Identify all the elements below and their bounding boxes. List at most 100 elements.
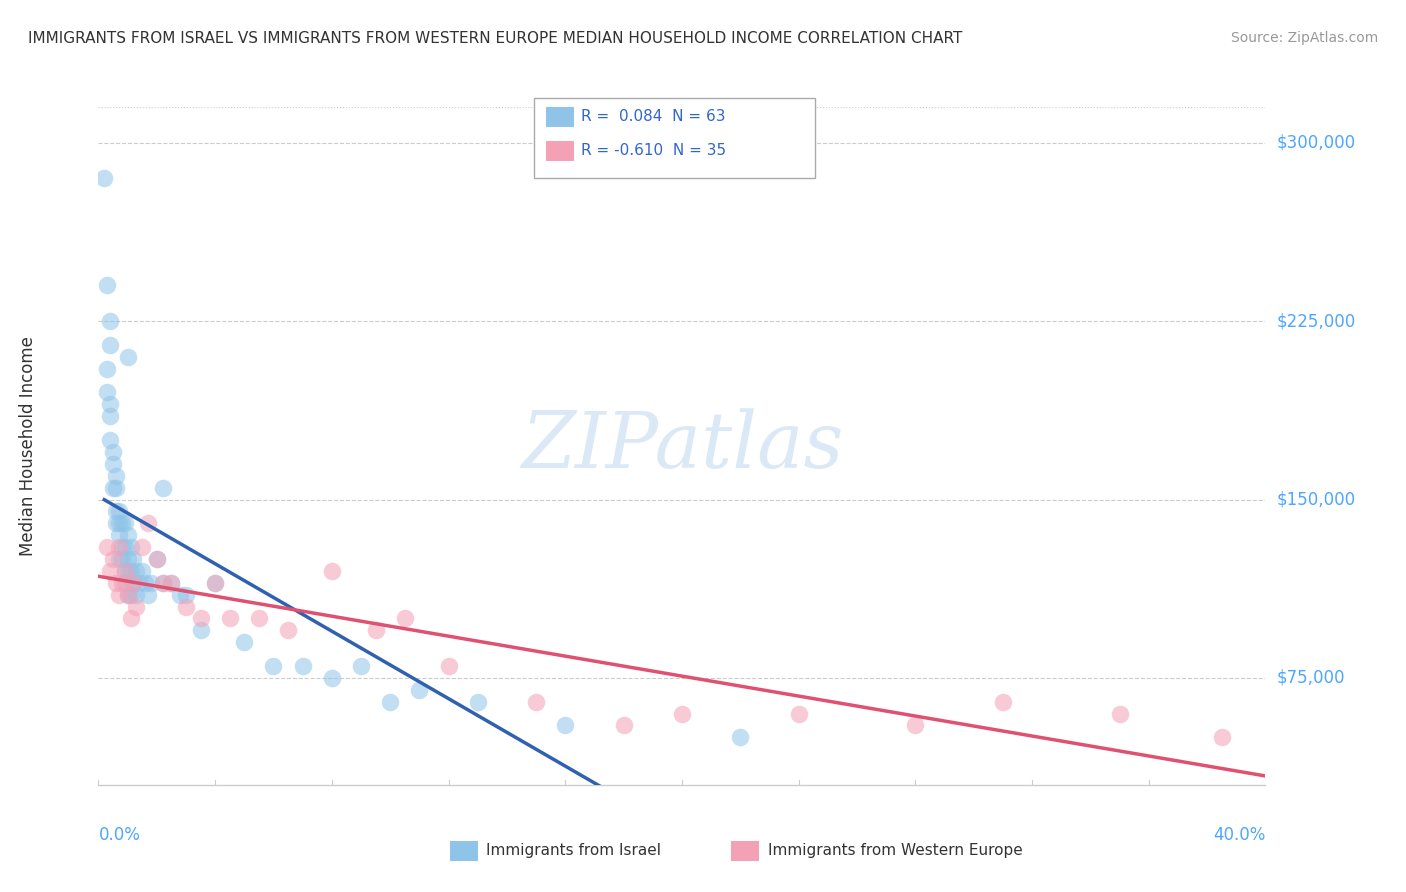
Point	[204, 575, 226, 590]
Point	[321, 564, 343, 578]
Point	[787, 706, 810, 721]
Point	[120, 611, 142, 625]
Point	[111, 575, 134, 590]
Point	[233, 635, 256, 649]
Text: $75,000: $75,000	[1277, 669, 1346, 687]
Text: $300,000: $300,000	[1277, 134, 1357, 152]
Point	[152, 481, 174, 495]
Point	[111, 552, 134, 566]
Point	[96, 278, 118, 293]
Text: 40.0%: 40.0%	[1213, 826, 1265, 844]
Point	[321, 671, 343, 685]
Point	[111, 516, 134, 531]
Point	[1211, 731, 1233, 745]
Point	[612, 718, 634, 732]
Point	[114, 575, 136, 590]
Point	[554, 718, 576, 732]
Point	[730, 731, 752, 745]
Point	[262, 659, 284, 673]
Point	[96, 540, 118, 554]
Point	[125, 588, 148, 602]
Point	[291, 659, 314, 673]
Point	[131, 540, 153, 554]
Point	[108, 516, 131, 531]
Point	[120, 588, 142, 602]
Point	[93, 171, 115, 186]
Point	[467, 695, 489, 709]
Point	[146, 552, 169, 566]
Point	[114, 564, 136, 578]
Point	[152, 575, 174, 590]
Point	[117, 588, 139, 602]
Point	[114, 540, 136, 554]
Text: R =  0.084  N = 63: R = 0.084 N = 63	[581, 110, 725, 124]
Point	[160, 575, 183, 590]
Point	[104, 516, 127, 531]
Point	[1108, 706, 1130, 721]
Point	[174, 588, 197, 602]
Point	[101, 445, 124, 459]
Text: R = -0.610  N = 35: R = -0.610 N = 35	[581, 144, 725, 158]
Point	[190, 624, 212, 638]
Text: $150,000: $150,000	[1277, 491, 1357, 508]
Point	[108, 540, 131, 554]
Point	[125, 564, 148, 578]
Point	[125, 599, 148, 614]
Point	[904, 718, 927, 732]
Point	[160, 575, 183, 590]
Text: Median Household Income: Median Household Income	[20, 336, 38, 556]
Point	[394, 611, 416, 625]
Point	[122, 552, 145, 566]
Point	[169, 588, 191, 602]
Point	[350, 659, 373, 673]
Text: Source: ZipAtlas.com: Source: ZipAtlas.com	[1230, 31, 1378, 45]
Text: ZIPatlas: ZIPatlas	[520, 408, 844, 484]
Point	[190, 611, 212, 625]
Text: 0.0%: 0.0%	[98, 826, 141, 844]
Point	[380, 695, 402, 709]
Point	[204, 575, 226, 590]
Point	[108, 552, 131, 566]
Point	[117, 528, 139, 542]
Point	[108, 588, 131, 602]
Point	[152, 575, 174, 590]
Point	[218, 611, 240, 625]
Point	[104, 504, 127, 518]
Point	[437, 659, 460, 673]
Point	[146, 552, 169, 566]
Point	[122, 575, 145, 590]
Point	[117, 350, 139, 364]
Point	[408, 682, 430, 697]
Point	[136, 516, 159, 531]
Point	[136, 588, 159, 602]
Point	[111, 540, 134, 554]
Point	[98, 397, 121, 411]
Text: Immigrants from Western Europe: Immigrants from Western Europe	[768, 844, 1022, 858]
Point	[101, 457, 124, 471]
Point	[98, 409, 121, 424]
Point	[524, 695, 547, 709]
Point	[139, 575, 162, 590]
Text: IMMIGRANTS FROM ISRAEL VS IMMIGRANTS FROM WESTERN EUROPE MEDIAN HOUSEHOLD INCOME: IMMIGRANTS FROM ISRAEL VS IMMIGRANTS FRO…	[28, 31, 963, 46]
Point	[277, 624, 299, 638]
Point	[671, 706, 693, 721]
Point	[101, 552, 124, 566]
Point	[120, 540, 142, 554]
Point	[104, 575, 127, 590]
Point	[364, 624, 387, 638]
Text: $225,000: $225,000	[1277, 312, 1357, 330]
Point	[174, 599, 197, 614]
Point	[117, 564, 139, 578]
Point	[101, 481, 124, 495]
Text: Immigrants from Israel: Immigrants from Israel	[486, 844, 661, 858]
Point	[96, 385, 118, 400]
Point	[108, 504, 131, 518]
Point	[114, 564, 136, 578]
Point	[104, 468, 127, 483]
Point	[122, 575, 145, 590]
Point	[247, 611, 270, 625]
Point	[98, 433, 121, 447]
Point	[96, 361, 118, 376]
Point	[108, 528, 131, 542]
Point	[134, 575, 156, 590]
